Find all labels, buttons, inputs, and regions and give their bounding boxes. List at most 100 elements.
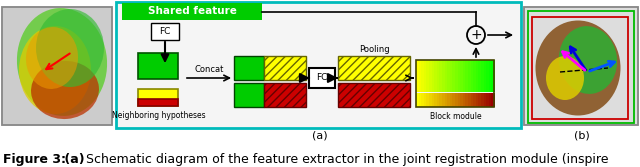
Bar [434,60,437,92]
Ellipse shape [31,61,99,119]
Bar [460,60,463,92]
Bar [426,93,429,107]
Bar [450,93,453,107]
Bar [460,93,463,107]
Bar [470,60,474,92]
Text: Pooling: Pooling [358,45,389,54]
Bar [481,60,484,92]
Bar [455,60,458,92]
Bar [479,93,481,107]
Text: FC: FC [316,73,328,82]
Bar [465,60,468,92]
Bar [468,93,471,107]
FancyBboxPatch shape [309,68,335,88]
Bar [486,60,490,92]
Bar [452,60,456,92]
Ellipse shape [17,8,107,116]
Bar [264,56,306,80]
Bar [440,93,442,107]
Bar [458,60,461,92]
Bar [264,83,306,107]
Bar [476,93,479,107]
Bar [138,99,178,106]
Bar [421,60,424,92]
Bar [479,60,481,92]
Bar [458,93,461,107]
Bar [481,93,484,107]
Bar [473,93,476,107]
Ellipse shape [36,9,104,87]
Bar [492,93,495,107]
Ellipse shape [546,56,584,100]
Bar [463,93,466,107]
Bar [429,60,432,92]
Bar [437,93,440,107]
Bar [434,93,437,107]
Bar [138,53,178,79]
Bar [452,93,456,107]
Text: Shared feature: Shared feature [148,7,236,17]
FancyBboxPatch shape [151,23,179,40]
Text: Concat: Concat [195,65,224,74]
Bar [484,60,486,92]
Bar [429,93,432,107]
Bar [421,93,424,107]
Bar [234,56,264,80]
Bar [437,60,440,92]
Bar [528,11,634,123]
Ellipse shape [536,21,621,116]
Bar [470,93,474,107]
Bar [476,60,479,92]
Bar [122,3,262,20]
Bar [484,93,486,107]
Ellipse shape [559,26,617,94]
Text: (b): (b) [574,131,590,141]
Bar [416,60,419,92]
Bar [442,60,445,92]
Bar [455,93,458,107]
Text: (a): (a) [312,131,328,141]
Bar [116,2,521,128]
Text: Schematic diagram of the feature extractor in the joint registration module (ins: Schematic diagram of the feature extract… [82,153,609,166]
Bar [447,93,451,107]
Bar [450,60,453,92]
Text: (a): (a) [60,153,84,166]
Text: Block module: Block module [430,112,482,121]
Bar [524,7,638,125]
Bar [431,93,435,107]
Bar [442,93,445,107]
Bar [2,7,112,125]
Bar [465,93,468,107]
Bar [440,60,442,92]
Bar [234,83,264,107]
Bar [524,7,638,125]
Text: FC: FC [159,27,171,36]
Bar [489,93,492,107]
Bar [2,7,112,125]
Text: +: + [470,28,482,42]
Bar [486,93,490,107]
Bar [138,89,178,106]
Bar [338,83,410,107]
Bar [445,93,448,107]
Bar [338,56,410,80]
Text: Neighboring hypotheses: Neighboring hypotheses [112,111,206,120]
Bar [419,60,422,92]
Bar [424,93,427,107]
Bar [426,60,429,92]
Bar [489,60,492,92]
Bar [447,60,451,92]
Bar [445,60,448,92]
Bar [431,60,435,92]
Bar [463,60,466,92]
Bar [416,93,419,107]
Bar [419,93,422,107]
Bar [473,60,476,92]
Bar [416,60,494,107]
Ellipse shape [26,27,78,89]
Text: Figure 3:: Figure 3: [3,153,66,166]
Bar [532,17,628,119]
Bar [492,60,495,92]
Ellipse shape [19,26,91,114]
Bar [468,60,471,92]
